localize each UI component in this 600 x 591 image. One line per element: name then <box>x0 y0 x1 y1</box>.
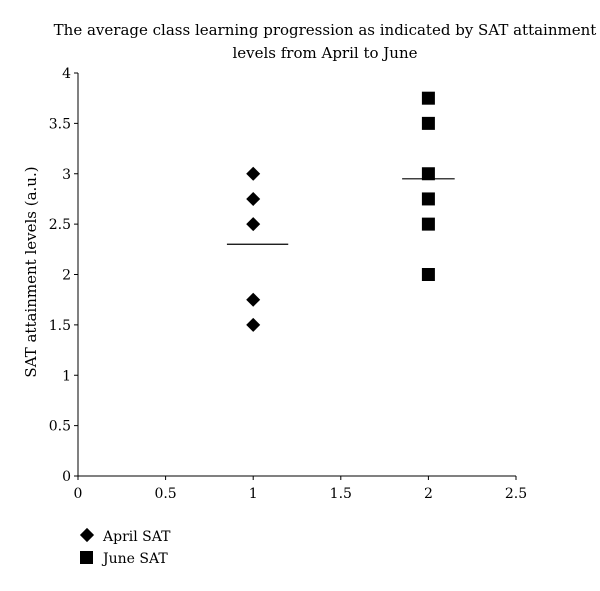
data-point-june-square <box>421 91 435 105</box>
y-tick-label: 0 <box>62 469 71 485</box>
y-tick-label: 2.5 <box>49 217 71 233</box>
legend-marker-april-diamond <box>79 527 95 543</box>
data-point-april-diamond <box>246 292 261 307</box>
data-points <box>246 91 435 332</box>
y-tick-label: 1.5 <box>49 318 71 334</box>
y-tick-labels: 0 0.5 1 1.5 2 2.5 3 3.5 4 <box>49 66 78 485</box>
data-point-april-diamond <box>246 317 261 332</box>
y-tick-label: 1 <box>62 368 71 384</box>
data-point-april-diamond <box>246 191 261 206</box>
x-tick-label: 2 <box>424 486 433 502</box>
legend: April SAT June SAT <box>79 527 171 567</box>
y-axis-label: SAT attainment levels (a.u.) <box>22 166 40 377</box>
legend-label-june: June SAT <box>101 551 168 567</box>
y-tick-label: 3.5 <box>49 116 71 132</box>
mean-lines <box>226 178 455 245</box>
x-tick-label: 0.5 <box>154 486 176 502</box>
x-tick-label: 0 <box>74 486 83 502</box>
x-tick-labels: 0 0.5 1 1.5 2 2.5 <box>74 476 527 502</box>
legend-marker-june-square <box>80 551 93 564</box>
y-tick-label: 4 <box>62 66 71 82</box>
data-point-june-square <box>421 167 435 181</box>
x-tick-label: 1.5 <box>330 486 352 502</box>
x-tick-label: 1 <box>249 486 258 502</box>
data-point-june-square <box>421 116 435 130</box>
y-tick-label: 3 <box>62 167 71 183</box>
data-point-june-square <box>421 268 435 281</box>
data-point-june-square <box>421 192 435 206</box>
chart-title-line-1: The average class learning progression a… <box>54 21 597 39</box>
legend-label-april: April SAT <box>102 529 171 545</box>
data-point-april-diamond <box>246 166 261 181</box>
data-point-april-diamond <box>246 217 261 232</box>
chart-title-line-2: levels from April to June <box>232 44 417 62</box>
y-tick-label: 0.5 <box>49 419 71 435</box>
y-tick-label: 2 <box>62 268 71 284</box>
x-tick-label: 2.5 <box>505 486 527 502</box>
data-point-june-square <box>421 217 435 231</box>
